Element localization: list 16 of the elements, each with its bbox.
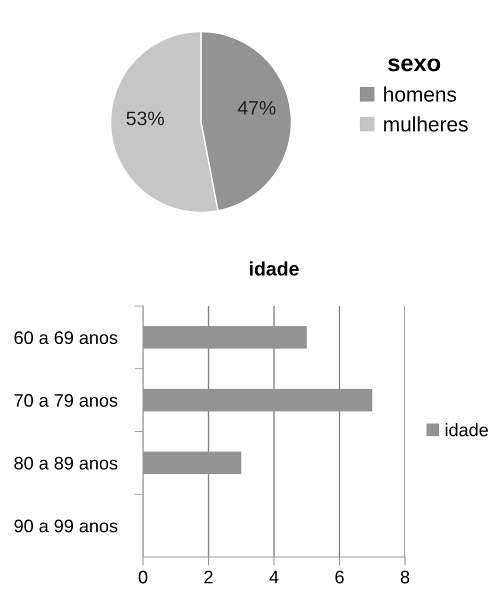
data-label: 53% bbox=[126, 111, 164, 126]
x-tick-label: 2 bbox=[204, 570, 213, 584]
legend-label: homens bbox=[384, 86, 456, 102]
y-tick-label: 90 a 99 anos bbox=[14, 520, 118, 532]
x-tick-label: 4 bbox=[269, 570, 278, 584]
legend-label: idade bbox=[446, 423, 488, 436]
y-tick-label: 70 a 79 anos bbox=[14, 394, 118, 407]
x-tick-label: 6 bbox=[335, 570, 344, 584]
y-tick-label: 80 a 89 anos bbox=[14, 456, 118, 470]
x-tick-label: 8 bbox=[400, 570, 410, 584]
data-label: 47% bbox=[238, 101, 276, 115]
y-tick-label: 60 a 69 anos bbox=[14, 331, 118, 344]
x-tick-label: 0 bbox=[138, 570, 148, 584]
chart-title: idade bbox=[250, 261, 299, 276]
legend-label: mulheres bbox=[384, 116, 468, 132]
legend-title: sexo bbox=[388, 58, 440, 72]
